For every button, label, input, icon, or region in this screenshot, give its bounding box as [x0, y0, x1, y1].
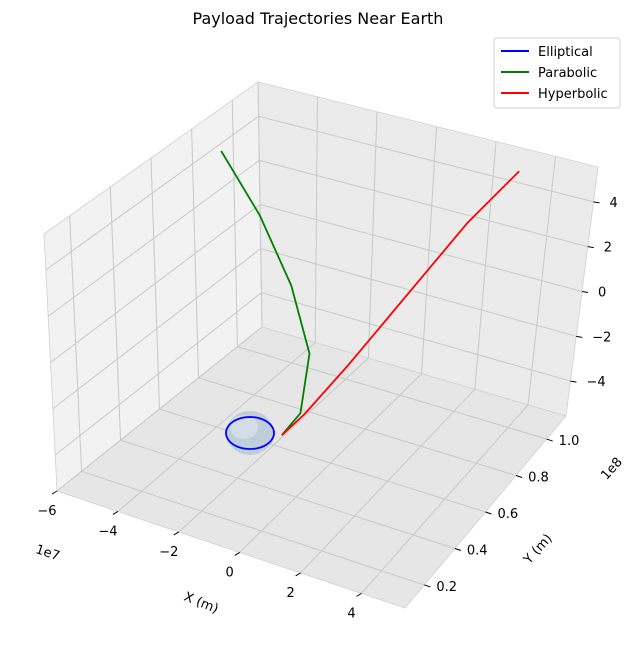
- y-grid-line: [198, 377, 517, 476]
- x-offset-label: 1e7: [34, 542, 62, 564]
- x-tick-mark: [112, 511, 119, 515]
- x-tick-mark: [234, 551, 240, 556]
- legend-label-elliptical: Elliptical: [538, 45, 593, 60]
- y-tick-label: 0.8: [528, 471, 549, 486]
- z-grid-line: [261, 292, 571, 382]
- z-grid-line: [259, 204, 583, 292]
- z-grid-line: [258, 115, 594, 203]
- z-grid-line-left: [52, 248, 262, 410]
- series-layer: [220, 150, 520, 450]
- y-tick-mark: [515, 475, 523, 478]
- y-tick-mark: [485, 511, 492, 515]
- x-tick-label: 4: [347, 606, 355, 621]
- z-grid-line-left: [54, 292, 262, 456]
- y-tick-mark: [424, 584, 431, 588]
- z-tick-mark: [576, 335, 583, 338]
- y-tick-label: 0.2: [436, 580, 457, 595]
- series-line-elliptical: [225, 416, 275, 450]
- grid-lines: [45, 81, 594, 594]
- z-grid-line-left: [50, 204, 261, 363]
- series-line-hyperbolic: [281, 170, 520, 436]
- z-tick-mark: [570, 380, 577, 383]
- legend-box: [493, 37, 621, 109]
- x-tick-mark: [295, 572, 301, 577]
- x-tick-mark: [356, 592, 362, 597]
- x-tick-mark: [51, 490, 58, 495]
- z-tick-label: −4: [586, 375, 605, 390]
- z-tick-mark: [587, 246, 594, 249]
- z-tick-mark: [581, 291, 589, 293]
- x-tick-label: −2: [159, 545, 178, 560]
- chart-title: Payload Trajectories Near Earth: [193, 9, 444, 28]
- y-grid-line: [159, 408, 486, 513]
- y-grid-line: [237, 346, 547, 440]
- x-tick-label: −4: [98, 524, 117, 539]
- z-grid-line: [259, 159, 588, 248]
- axis-ticks: −6 −4 −2 0 2 4 0.2 0.4 0.6 0.8 1.0 −4 −2 0 2 4: [37, 196, 617, 622]
- earth-shade: [230, 415, 258, 439]
- axes-panes: [43, 81, 599, 609]
- y-tick-label: 0.4: [467, 543, 488, 558]
- z-tick-label: −2: [592, 330, 611, 345]
- y-offset-label: 1e8: [598, 455, 626, 483]
- y-tick-mark: [546, 438, 553, 442]
- z-tick-label: 2: [604, 241, 612, 256]
- z-tick-label: 0: [598, 286, 606, 301]
- legend-label-hyperbolic: Hyperbolic: [538, 87, 608, 102]
- y-tick-label: 1.0: [559, 434, 580, 449]
- y-grid-line: [81, 470, 425, 586]
- legend-label-parabolic: Parabolic: [538, 66, 597, 81]
- z-tick-mark: [593, 201, 600, 204]
- legend: Elliptical Parabolic Hyperbolic: [493, 37, 621, 109]
- x-tick-mark: [173, 531, 180, 536]
- y-axis-label: Y (m): [520, 531, 555, 568]
- y-tick-label: 0.6: [498, 507, 519, 522]
- x-tick-label: 0: [226, 565, 234, 580]
- series-line-parabolic: [220, 150, 311, 436]
- x-tick-label: −6: [37, 504, 56, 519]
- z-tick-label: 4: [610, 196, 618, 211]
- x-axis-label: X (m): [182, 590, 221, 617]
- z-grid-line-left: [47, 159, 260, 317]
- y-grid-line: [120, 439, 456, 549]
- z-grid-line: [260, 248, 577, 337]
- y-tick-mark: [454, 548, 462, 551]
- z-grid-line-left: [45, 115, 259, 271]
- x-tick-label: 2: [286, 586, 294, 601]
